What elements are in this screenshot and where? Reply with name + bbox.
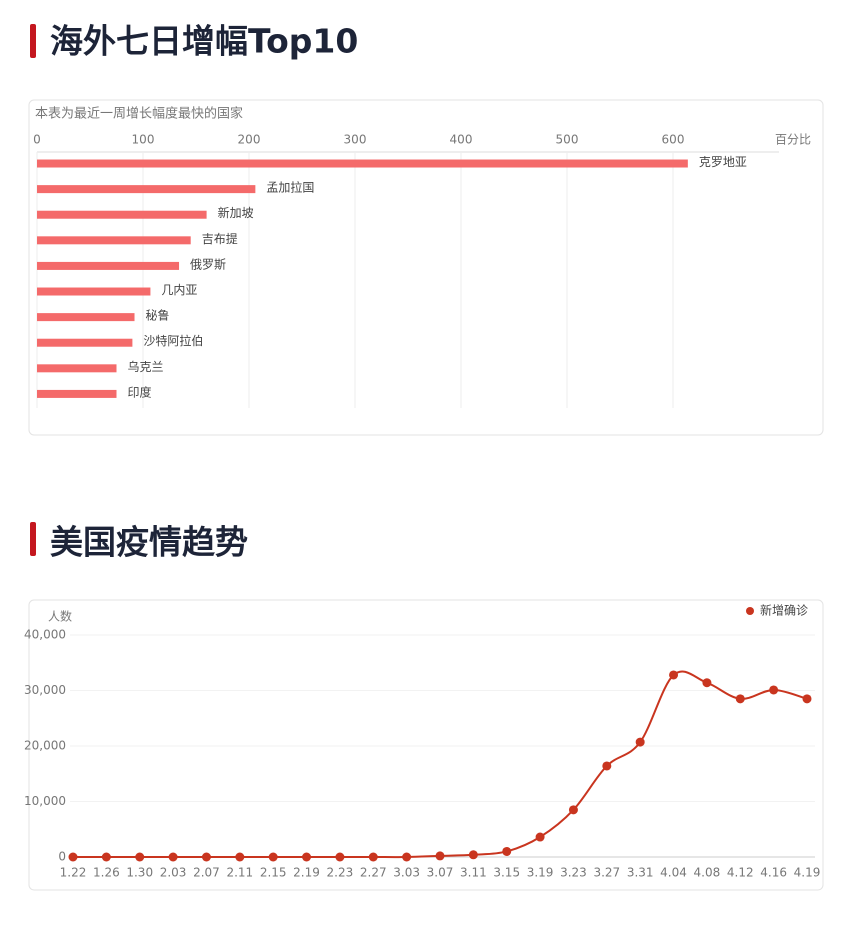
point <box>368 852 378 862</box>
x-tick-label: 200 <box>238 133 261 147</box>
y-tick-label: 10,000 <box>24 794 66 808</box>
category-label: 孟加拉国 <box>266 180 314 195</box>
x-tick-label: 2.27 <box>360 866 387 880</box>
category-label: 印度 <box>128 384 152 399</box>
x-tick-label: 1.26 <box>93 866 120 880</box>
x-tick-label: 2.23 <box>327 866 354 880</box>
x-tick-label: 100 <box>132 133 155 147</box>
y-tick-label: 20,000 <box>24 739 66 753</box>
bar <box>37 185 256 194</box>
x-tick-label: 400 <box>450 133 473 147</box>
x-tick-label: 0 <box>33 133 41 147</box>
point <box>335 852 345 862</box>
point <box>235 852 245 862</box>
category-label: 吉布提 <box>202 231 238 246</box>
point <box>535 832 545 842</box>
x-tick-label: 3.27 <box>593 866 620 880</box>
heading-marker <box>30 24 36 58</box>
point <box>68 852 78 862</box>
point <box>568 805 578 815</box>
point <box>168 852 178 862</box>
heading-marker <box>30 522 36 556</box>
bar <box>37 210 207 219</box>
x-tick-label: 300 <box>344 133 367 147</box>
x-tick-label: 4.12 <box>727 866 754 880</box>
x-tick-label: 3.07 <box>427 866 454 880</box>
chart-card <box>28 99 824 436</box>
x-axis-label: 百分比 <box>775 133 811 147</box>
bar <box>37 364 117 373</box>
x-tick-label: 2.07 <box>193 866 220 880</box>
point <box>502 846 512 856</box>
x-tick-label: 2.19 <box>293 866 320 880</box>
point <box>135 852 145 862</box>
x-tick-label: 4.04 <box>660 866 687 880</box>
point <box>468 850 478 860</box>
legend-label: 新增确诊 <box>760 603 808 618</box>
legend-marker <box>746 607 754 615</box>
category-label: 克罗地亚 <box>699 155 747 169</box>
point <box>402 852 412 862</box>
point <box>735 694 745 704</box>
category-label: 俄罗斯 <box>190 257 226 271</box>
bar <box>37 261 180 270</box>
x-tick-label: 4.19 <box>794 866 821 880</box>
x-tick-label: 3.19 <box>527 866 554 880</box>
category-label: 沙特阿拉伯 <box>143 333 203 348</box>
y-tick-label: 0 <box>58 850 66 864</box>
y-tick-label: 40,000 <box>24 628 66 642</box>
point <box>802 694 812 704</box>
x-tick-label: 1.30 <box>126 866 153 880</box>
y-axis-label: 人数 <box>48 609 72 624</box>
point <box>702 678 712 688</box>
x-tick-label: 1.22 <box>60 866 87 880</box>
point <box>435 851 445 861</box>
x-tick-label: 2.15 <box>260 866 287 880</box>
point <box>101 852 111 862</box>
subtitle: 本表为最近一周增长幅度最快的国家 <box>35 106 243 122</box>
point <box>769 685 779 695</box>
point <box>669 670 679 680</box>
point <box>268 852 278 862</box>
category-label: 几内亚 <box>161 283 197 297</box>
x-tick-label: 4.08 <box>694 866 721 880</box>
x-tick-label: 600 <box>662 133 685 147</box>
y-tick-label: 30,000 <box>24 683 66 697</box>
section-title: 海外七日增幅Top10 <box>50 22 358 61</box>
point <box>602 761 612 771</box>
category-label: 新加坡 <box>218 205 254 220</box>
x-tick-label: 500 <box>556 133 579 147</box>
bar <box>37 236 191 245</box>
bar <box>37 159 688 168</box>
x-tick-label: 3.15 <box>493 866 520 880</box>
bar <box>37 313 135 322</box>
bar <box>37 287 151 296</box>
x-tick-label: 2.11 <box>226 866 253 880</box>
x-tick-label: 3.23 <box>560 866 587 880</box>
point <box>201 852 211 862</box>
point <box>635 737 645 747</box>
bar <box>37 338 133 347</box>
chart-card <box>28 599 824 891</box>
category-label: 乌克兰 <box>128 359 164 374</box>
x-tick-label: 3.11 <box>460 866 487 880</box>
x-tick-label: 3.31 <box>627 866 654 880</box>
section-title: 美国疫情趋势 <box>50 523 248 562</box>
point <box>302 852 312 862</box>
x-tick-label: 3.03 <box>393 866 420 880</box>
category-label: 秘鲁 <box>146 309 170 323</box>
bar <box>37 389 117 398</box>
x-tick-label: 4.16 <box>760 866 787 880</box>
x-tick-label: 2.03 <box>160 866 187 880</box>
